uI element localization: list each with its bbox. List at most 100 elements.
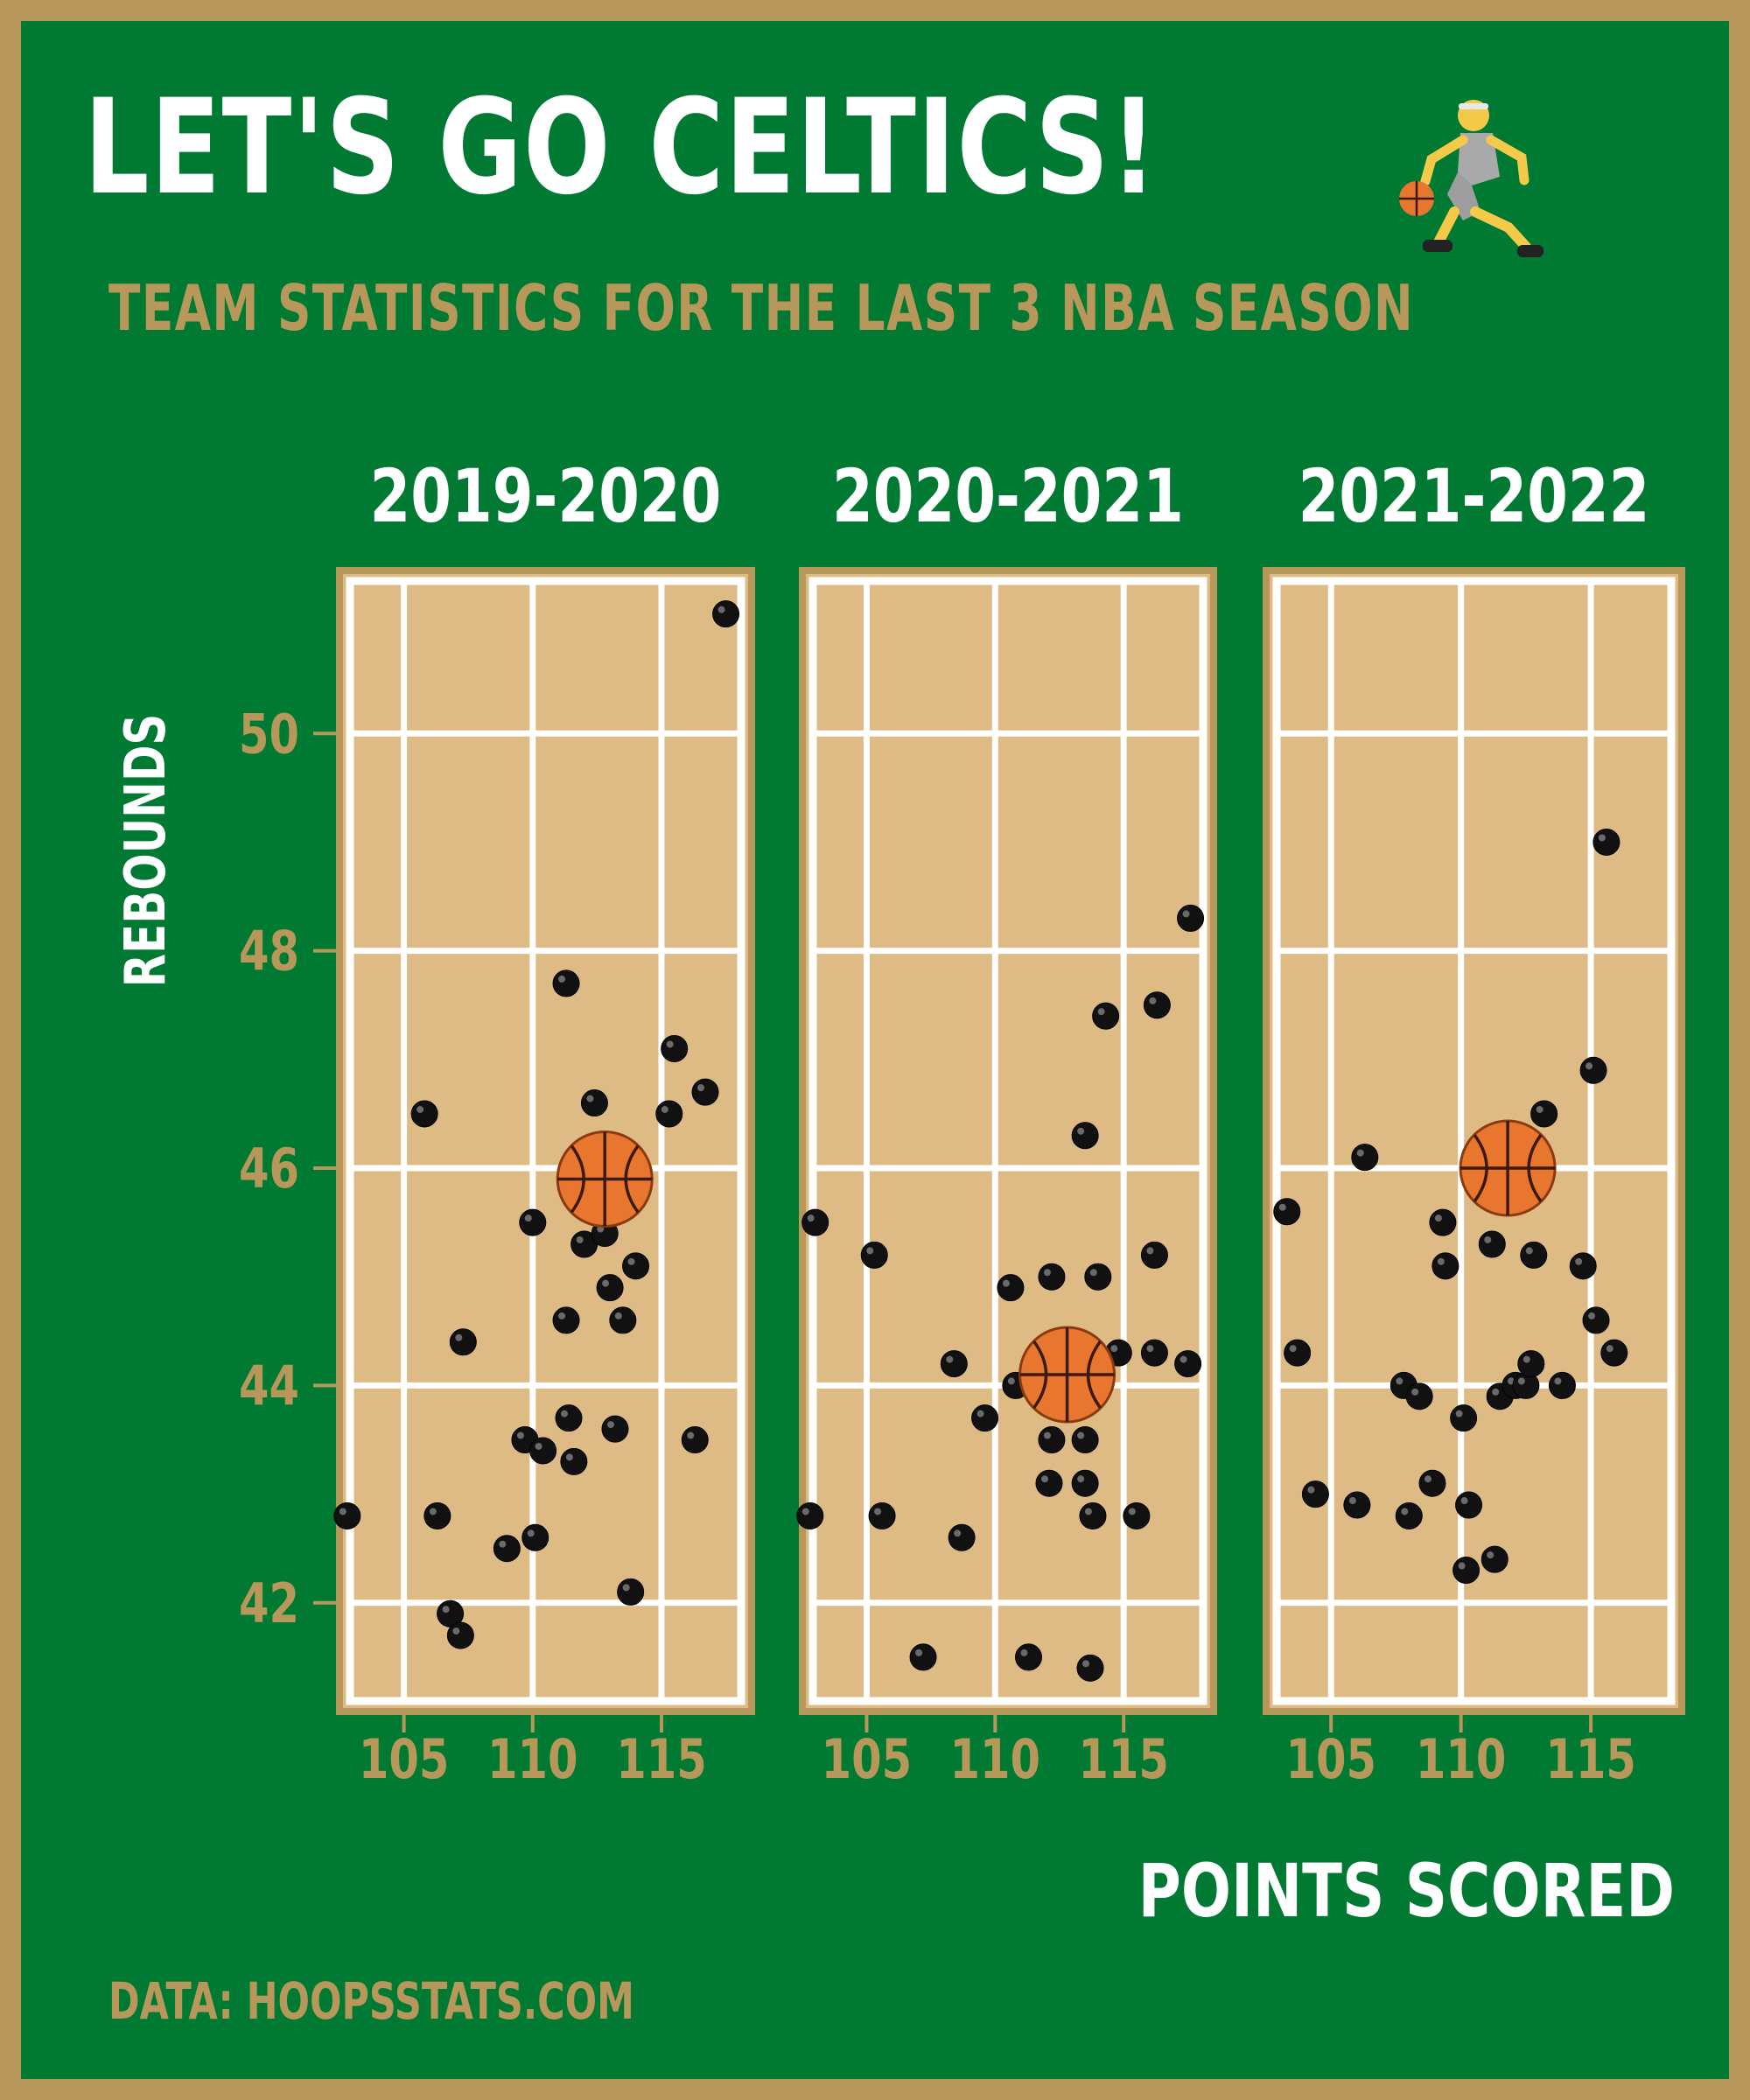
point-highlight [1007,1377,1015,1385]
season-label: 2020-2021 [832,453,1184,539]
data-point [552,970,580,998]
point-highlight [976,1410,984,1418]
data-point [1071,1426,1099,1454]
point-highlight [807,1214,815,1222]
data-point [1038,1426,1066,1454]
x-tick-label: 105 [359,1729,450,1792]
point-highlight [1077,1475,1085,1483]
point-highlight [1401,1508,1409,1516]
data-point [655,1100,683,1128]
ball-seam [1086,1340,1102,1410]
x-tick-label: 115 [616,1729,707,1792]
point-highlight [1487,1551,1494,1559]
point-highlight [1396,1377,1404,1385]
point-highlight [718,606,725,613]
data-point [529,1437,557,1465]
data-point [1035,1469,1063,1497]
data-point [1600,1339,1628,1367]
point-highlight [1434,1214,1442,1222]
point-highlight [1077,1432,1085,1439]
point-highlight [606,1421,614,1429]
ball-seam [1032,1340,1048,1410]
x-axis-title: POINTS SCORED [1138,1848,1675,1934]
court-outline [346,577,746,1705]
data-point [1143,991,1171,1019]
data-point [1038,1263,1066,1291]
data-point [333,1502,361,1530]
point-highlight [535,1442,542,1450]
panel-2019-2020 [333,567,755,1715]
point-highlight [524,1214,532,1222]
point-highlight [1492,1388,1500,1396]
data-point [596,1274,624,1302]
point-highlight [1458,1562,1466,1570]
point-highlight [915,1648,923,1656]
point-highlight [1575,1257,1583,1265]
data-point [1015,1643,1042,1671]
chart-title: LET'S GO CELTICS! [84,72,1158,224]
data-point [519,1208,547,1236]
data-point [555,1404,583,1432]
y-tick-label: 46 [239,1138,299,1201]
point-highlight [516,1432,524,1439]
point-highlight [622,1584,630,1592]
basketball-icon [556,1130,654,1228]
data-point [580,1089,608,1117]
point-highlight [1437,1257,1445,1265]
point-highlight [1606,1345,1614,1353]
x-tick-label: 115 [1078,1729,1169,1792]
data-point [1569,1252,1597,1280]
point-highlight [1586,1062,1593,1070]
data-point [1351,1144,1379,1172]
point-highlight [1089,1269,1097,1277]
data-point [1520,1241,1548,1269]
point-highlight [1043,1269,1051,1277]
y-tick-label: 42 [239,1572,299,1635]
point-highlight [954,1530,962,1537]
point-highlight [866,1247,874,1255]
point-highlight [1149,997,1157,1004]
point-highlight [416,1105,424,1113]
point-highlight [1455,1410,1463,1418]
data-point [802,1208,830,1236]
point-highlight [1536,1105,1544,1113]
data-point [1343,1491,1371,1519]
point-highlight [429,1508,437,1516]
x-tick-label: 105 [1285,1729,1376,1792]
data-point [410,1100,438,1128]
point-highlight [1020,1648,1028,1656]
point-highlight [1278,1203,1286,1211]
data-point [860,1241,888,1269]
data-point [493,1535,521,1563]
ball-seam [1527,1134,1543,1203]
x-tick-label: 105 [822,1729,913,1792]
data-point [1429,1208,1457,1236]
point-highlight [1097,1008,1105,1016]
data-point [1174,1350,1202,1378]
point-highlight [1411,1388,1419,1396]
panel-2021-2022 [1263,567,1685,1715]
point-highlight [565,1453,573,1461]
point-highlight [1182,910,1190,918]
data-point [1123,1502,1151,1530]
point-highlight [1424,1475,1432,1483]
court-outline [808,577,1208,1705]
data-point [1071,1469,1099,1497]
data-point [868,1502,896,1530]
x-tick-label: 115 [1545,1729,1636,1792]
data-point [1517,1350,1545,1378]
point-highlight [1348,1497,1356,1505]
data-point [1273,1198,1301,1226]
point-highlight [602,1279,610,1287]
point-highlight [1146,1247,1154,1255]
point-highlight [499,1540,507,1548]
point-highlight [697,1084,705,1092]
data-point [1530,1100,1558,1128]
data-point [1548,1371,1576,1399]
point-highlight [614,1312,622,1320]
data-point [1092,1002,1120,1030]
y-tick-label: 50 [239,704,299,766]
data-point [948,1523,976,1551]
season-label: 2019-2020 [370,453,722,539]
court-outline [1272,577,1676,1705]
